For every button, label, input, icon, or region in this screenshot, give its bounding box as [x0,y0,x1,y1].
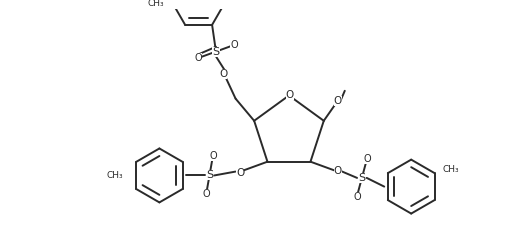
Text: O: O [236,168,244,178]
Text: O: O [363,154,370,164]
Text: CH₃: CH₃ [106,171,123,180]
Text: O: O [219,69,227,79]
Text: CH₃: CH₃ [147,0,164,8]
Text: O: O [194,53,202,63]
Text: S: S [358,173,365,183]
Text: O: O [334,166,342,176]
Text: S: S [206,170,213,180]
Text: O: O [230,40,238,50]
Text: O: O [286,91,294,100]
Text: S: S [212,47,220,57]
Text: O: O [202,189,210,199]
Text: CH₃: CH₃ [442,165,459,174]
Text: O: O [334,97,342,107]
Text: O: O [209,152,216,162]
Text: O: O [353,191,361,201]
